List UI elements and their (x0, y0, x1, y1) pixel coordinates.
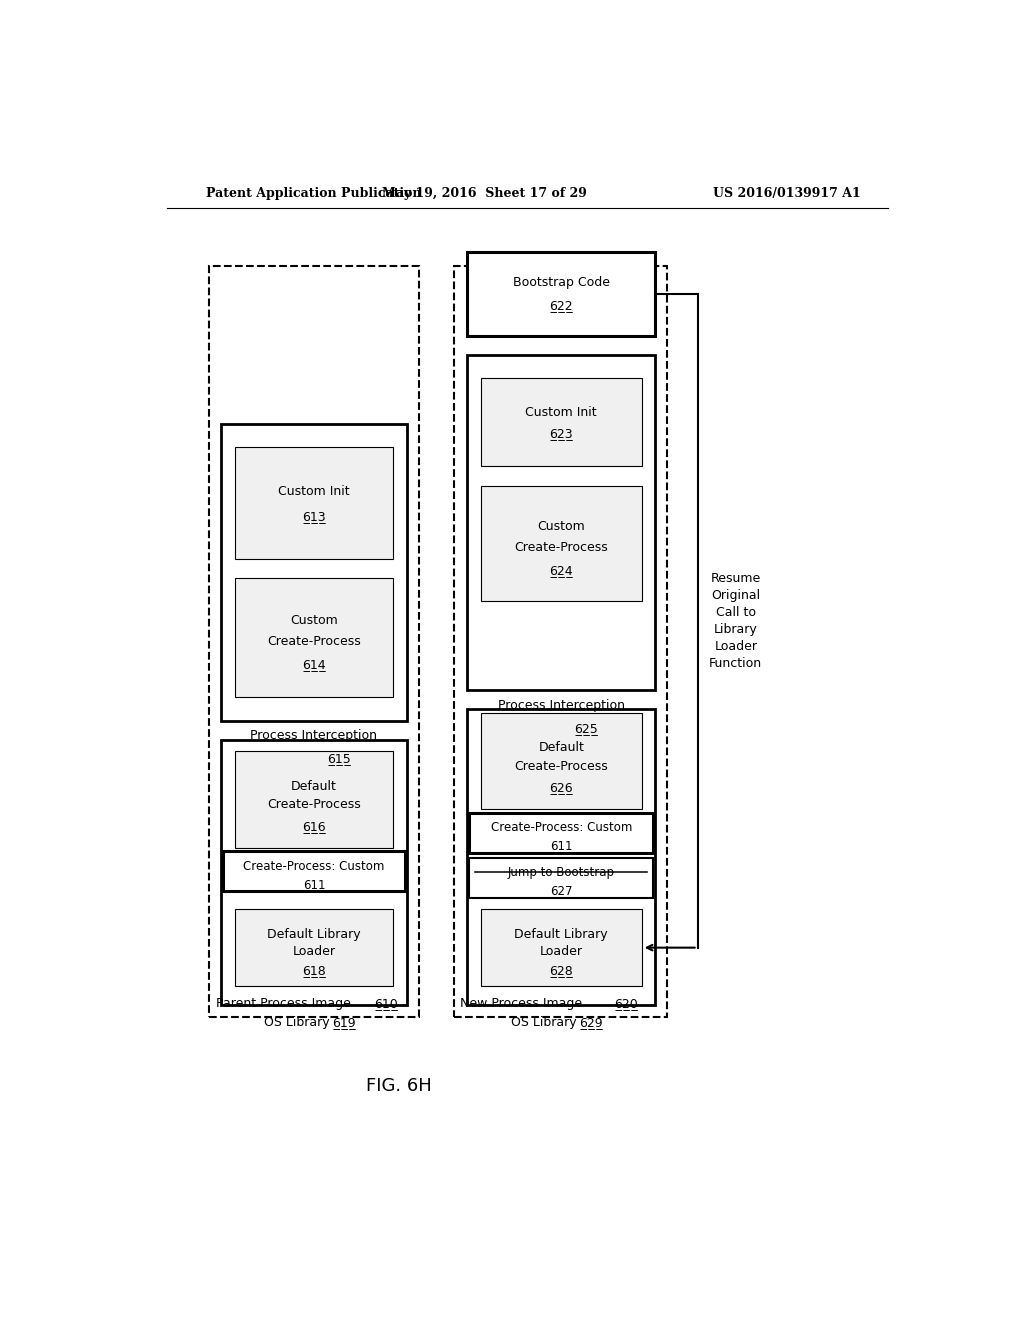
Text: 6̲2̲9̲: 6̲2̲9̲ (579, 1016, 602, 1028)
Text: OS Library: OS Library (511, 1016, 577, 1028)
Text: Process Interception: Process Interception (251, 730, 378, 742)
Bar (480, 378, 642, 466)
Text: Create-Process: Custom: Create-Process: Custom (490, 821, 632, 834)
Text: Custom Init: Custom Init (525, 405, 597, 418)
Text: Create-Process: Custom: Create-Process: Custom (244, 859, 385, 873)
Text: Parent Process Image: Parent Process Image (216, 997, 350, 1010)
Bar (222, 851, 406, 891)
Text: Default: Default (291, 780, 337, 793)
Text: Default: Default (539, 742, 584, 754)
Bar (221, 424, 407, 721)
Bar (480, 909, 642, 986)
Text: Custom: Custom (538, 520, 585, 533)
Text: Custom: Custom (290, 614, 338, 627)
Text: New Process Image: New Process Image (460, 997, 582, 1010)
Text: 6̲1̲5̲: 6̲1̲5̲ (327, 752, 350, 766)
Text: FIG. 6H: FIG. 6H (367, 1077, 432, 1096)
Text: Patent Application Publication: Patent Application Publication (206, 186, 421, 199)
Text: 6̲1̲3̲: 6̲1̲3̲ (302, 511, 326, 523)
Text: Default Library: Default Library (267, 928, 360, 941)
Text: 6̲1̲8̲: 6̲1̲8̲ (302, 964, 326, 977)
Bar (467, 252, 655, 335)
Text: Default Library: Default Library (514, 928, 608, 941)
Text: 6̲1̲1̲: 6̲1̲1̲ (550, 840, 572, 853)
Text: 6̲2̲5̲: 6̲2̲5̲ (574, 722, 598, 735)
Bar (480, 713, 642, 809)
Text: 6̲2̲4̲: 6̲2̲4̲ (550, 564, 573, 577)
Text: Create-Process: Create-Process (514, 541, 608, 554)
Text: Create-Process: Create-Process (514, 760, 608, 772)
Text: Bootstrap Code: Bootstrap Code (513, 276, 609, 289)
Bar (469, 813, 653, 853)
Bar (209, 267, 419, 1016)
Text: Jump to Bootstrap: Jump to Bootstrap (508, 866, 614, 879)
Text: 6̲2̲8̲: 6̲2̲8̲ (549, 964, 573, 977)
Bar (234, 909, 393, 986)
Text: Loader: Loader (540, 945, 583, 958)
Text: Create-Process: Create-Process (267, 635, 360, 648)
Bar (234, 447, 393, 558)
Bar (480, 486, 642, 601)
Text: Resume
Original
Call to
Library
Loader
Function: Resume Original Call to Library Loader F… (710, 572, 763, 669)
Bar (467, 709, 655, 1006)
Text: 6̲2̲3̲: 6̲2̲3̲ (550, 428, 573, 440)
Bar (221, 739, 407, 1006)
Text: 6̲2̲0̲: 6̲2̲0̲ (613, 997, 637, 1010)
Text: Create-Process: Create-Process (267, 799, 360, 812)
Text: May 19, 2016  Sheet 17 of 29: May 19, 2016 Sheet 17 of 29 (382, 186, 587, 199)
Bar (234, 751, 393, 847)
Text: OS Library: OS Library (264, 1016, 330, 1028)
Text: Library: Library (525, 722, 569, 735)
Text: Process Interception: Process Interception (498, 698, 625, 711)
Text: 6̲2̲2̲: 6̲2̲2̲ (550, 298, 573, 312)
Bar (469, 858, 653, 898)
Bar (234, 578, 393, 697)
Text: 6̲1̲9̲: 6̲1̲9̲ (332, 1016, 355, 1028)
Text: 6̲2̲6̲: 6̲2̲6̲ (550, 781, 573, 795)
Text: Library: Library (279, 752, 322, 766)
Text: US 2016/0139917 A1: US 2016/0139917 A1 (713, 186, 860, 199)
Bar (467, 355, 655, 689)
Text: 6̲1̲0̲: 6̲1̲0̲ (374, 997, 398, 1010)
Bar (454, 267, 667, 1016)
Text: Loader: Loader (293, 945, 336, 958)
Text: 6̲2̲7̲: 6̲2̲7̲ (550, 884, 572, 898)
Text: 6̲1̲6̲: 6̲1̲6̲ (302, 820, 326, 833)
Text: Custom Init: Custom Init (279, 484, 350, 498)
Text: 6̲1̲4̲: 6̲1̲4̲ (302, 659, 326, 671)
Text: 6̲1̲1̲: 6̲1̲1̲ (303, 878, 326, 891)
